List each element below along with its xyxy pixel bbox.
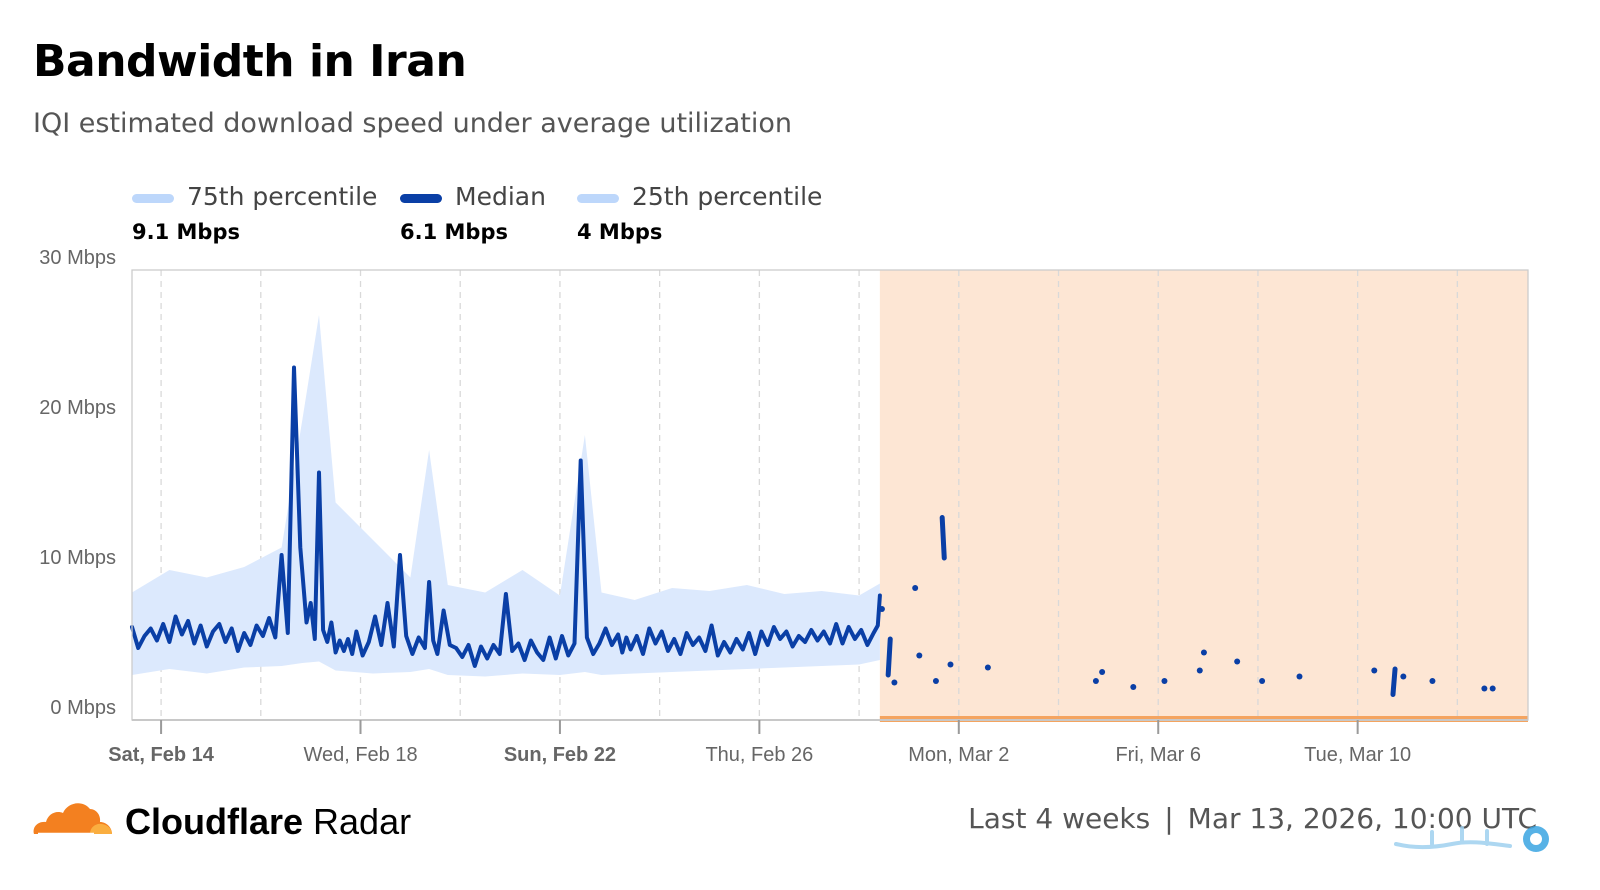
- median-point: [1092, 678, 1099, 684]
- median-point: [932, 678, 939, 684]
- outage-region: [879, 270, 1528, 720]
- chart-legend: 75th percentile 9.1 Mbps Median 6.1 Mbps…: [132, 180, 932, 252]
- median-segment: [885, 636, 893, 678]
- median-point: [1099, 669, 1106, 675]
- x-tick-label: Sat, Feb 14: [108, 744, 214, 766]
- median-point: [912, 585, 919, 591]
- x-tick-label: Thu, Feb 26: [705, 744, 813, 766]
- x-tick-label: Tue, Mar 10: [1304, 744, 1411, 766]
- cloudflare-cloud-icon: [33, 803, 113, 836]
- footer-meta: Last 4 weeks | Mar 13, 2026, 10:00 UTC: [968, 802, 1537, 835]
- median-point: [878, 606, 885, 612]
- median-segment: [939, 515, 947, 561]
- x-axis-group: Sat, Feb 14 Wed, Feb 18 Sun, Feb 22 Thu, Fe…: [108, 720, 1411, 766]
- bandwidth-chart: 0 Mbps 10 Mbps 20 Mbps 30 Mbps Sat, Feb 14 W…: [39, 247, 1529, 766]
- median-point: [1259, 678, 1266, 684]
- median-point: [947, 661, 954, 668]
- x-tick-label: Fri, Mar 6: [1115, 744, 1201, 766]
- percentile-band: [132, 315, 880, 677]
- plot-frame-group: [131, 269, 1529, 721]
- median-point: [1489, 685, 1496, 692]
- median-point: [1400, 673, 1407, 680]
- x-tick-label: Sun, Feb 22: [504, 744, 616, 766]
- legend-swatch-75th: [132, 194, 174, 203]
- median-series-group: [130, 365, 1496, 697]
- median-point: [1161, 678, 1168, 684]
- date-range-label: Last 4 weeks: [968, 802, 1151, 835]
- median-point: [1234, 658, 1241, 665]
- y-tick-label: 0 Mbps: [50, 697, 116, 719]
- footer-separator: |: [1164, 802, 1174, 835]
- median-point: [1196, 667, 1203, 674]
- x-tick-label: Wed, Feb 18: [303, 744, 417, 766]
- median-point: [1200, 649, 1207, 656]
- y-tick-label: 30 Mbps: [39, 247, 116, 269]
- median-point: [1429, 678, 1436, 684]
- brand-name: Cloudflare Radar: [125, 801, 411, 843]
- median-point: [891, 679, 898, 686]
- y-tick-label: 20 Mbps: [39, 397, 116, 419]
- legend-value-75th: 9.1 Mbps: [132, 220, 240, 244]
- y-axis-group: 0 Mbps 10 Mbps 20 Mbps 30 Mbps: [39, 247, 116, 719]
- legend-value-median: 6.1 Mbps: [400, 220, 508, 244]
- page-title: Bandwidth in Iran: [33, 36, 467, 87]
- legend-swatch-median: [400, 194, 442, 203]
- legend-swatch-25th: [577, 194, 619, 203]
- timestamp-label: Mar 13, 2026, 10:00 UTC: [1187, 802, 1537, 835]
- median-point: [1296, 673, 1303, 680]
- brand-name-bold: Cloudflare: [125, 801, 304, 842]
- x-tick-label: Mon, Mar 2: [908, 744, 1009, 766]
- legend-label-median: Median: [455, 182, 546, 211]
- brand-name-rest: Radar: [313, 801, 412, 842]
- median-point: [1130, 684, 1137, 690]
- median-point: [1481, 685, 1488, 692]
- watermark-logo-icon: [1394, 826, 1549, 852]
- legend-label-25th: 25th percentile: [632, 182, 823, 211]
- median-point: [984, 664, 991, 671]
- median-point: [1371, 667, 1378, 674]
- legend-label-75th: 75th percentile: [187, 182, 378, 211]
- cloudflare-radar-logo[interactable]: Cloudflare Radar: [30, 797, 450, 847]
- median-point: [916, 652, 923, 659]
- percentile-band-group: [132, 315, 880, 677]
- page-subtitle: IQI estimated download speed under avera…: [33, 108, 792, 139]
- y-tick-label: 10 Mbps: [39, 547, 116, 569]
- legend-value-25th: 4 Mbps: [577, 220, 663, 244]
- median-line: [130, 365, 882, 668]
- median-segment: [1390, 666, 1398, 697]
